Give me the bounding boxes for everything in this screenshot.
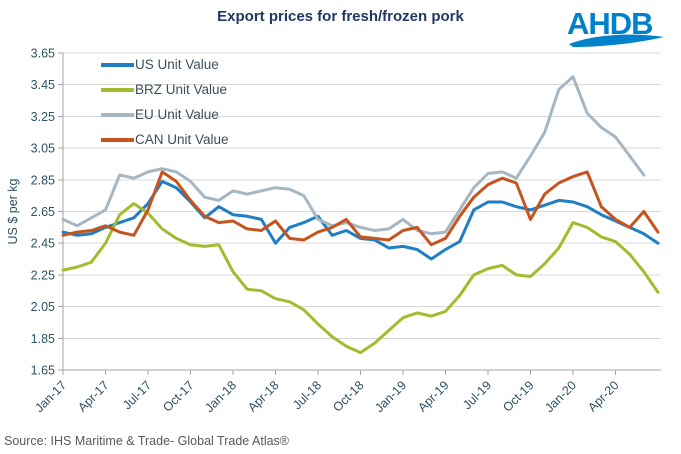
y-axis-title: US $ per kg: [6, 178, 20, 244]
x-tick-label: Jan-20: [542, 378, 579, 415]
y-tick-label: 3.65: [31, 47, 55, 61]
legend-item-eu: EU Unit Value: [101, 102, 229, 127]
y-tick-label: 2.25: [31, 268, 55, 282]
y-tick-label: 3.25: [31, 110, 55, 124]
ahdb-logo: AHDB: [567, 4, 667, 54]
series-line-can: [61, 170, 660, 247]
y-tick-label: 3.05: [31, 142, 55, 156]
x-tick-label: Jul-17: [120, 378, 154, 412]
legend-label-brz: BRZ Unit Value: [135, 82, 228, 97]
legend-swatch-can: [101, 137, 134, 142]
y-tick-label: 3.45: [31, 78, 55, 92]
legend-swatch-eu: [101, 112, 134, 117]
ahdb-logo-swoosh: [569, 34, 664, 47]
x-tick-label: Jan-18: [202, 378, 239, 415]
x-tick-label: Apr-20: [585, 378, 621, 414]
series-line-brz: [61, 202, 660, 355]
legend: US Unit Value BRZ Unit Value EU Unit Val…: [101, 52, 229, 152]
y-tick-label: 2.05: [31, 300, 55, 314]
x-tick-label: Oct-17: [160, 378, 196, 414]
y-tick-label: 2.45: [31, 237, 55, 251]
y-tick-label: 1.65: [31, 364, 55, 378]
x-tick-label: Apr-17: [75, 378, 111, 414]
x-tick-label: Apr-18: [245, 378, 281, 414]
legend-item-brz: BRZ Unit Value: [101, 77, 229, 102]
legend-label-us: US Unit Value: [135, 57, 219, 72]
y-tick-label: 2.65: [31, 205, 55, 219]
x-tick-label: Jan-19: [372, 378, 409, 415]
x-tick-label: Apr-19: [415, 378, 451, 414]
legend-label-can: CAN Unit Value: [135, 132, 229, 147]
series-line-eu: [61, 75, 646, 236]
y-tick-label: 1.85: [31, 332, 55, 346]
x-tick-label: Oct-19: [500, 378, 536, 414]
x-tick-label: Jan-17: [32, 378, 69, 415]
y-tick-label: 2.85: [31, 173, 55, 187]
legend-swatch-us: [101, 62, 134, 67]
legend-item-us: US Unit Value: [101, 52, 229, 77]
legend-label-eu: EU Unit Value: [135, 107, 219, 122]
series-line-us: [61, 179, 660, 261]
chart-title: Export prices for fresh/frozen pork: [217, 8, 464, 25]
x-tick-label: Jul-19: [460, 378, 494, 412]
x-tick-label: Jul-18: [290, 378, 324, 412]
legend-swatch-brz: [101, 87, 134, 92]
legend-item-can: CAN Unit Value: [101, 127, 229, 152]
source-note: Source: IHS Maritime & Trade- Global Tra…: [4, 434, 290, 448]
x-tick-label: Oct-18: [330, 378, 366, 414]
